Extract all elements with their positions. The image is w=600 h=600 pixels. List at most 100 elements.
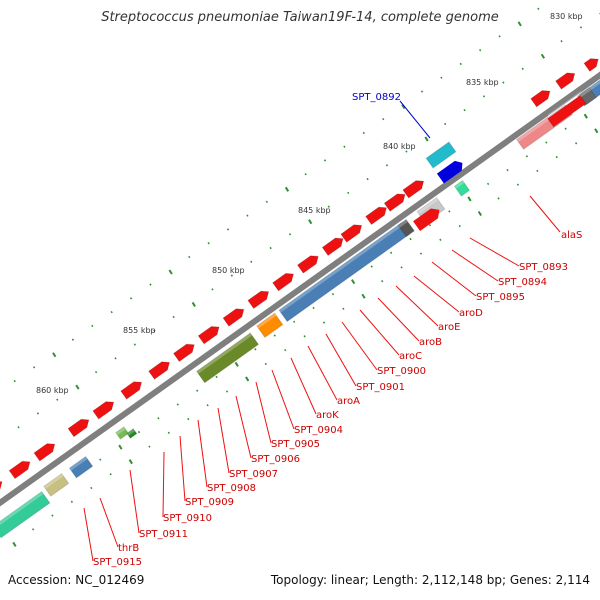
gene-block-top (279, 223, 403, 313)
gene-arrow-top (365, 202, 380, 217)
tick-mark (245, 376, 250, 382)
leader-line (359, 309, 400, 356)
gene-label-arok[interactable]: aroK (316, 410, 339, 421)
gene-label-spt0900[interactable]: SPT_0900 (377, 366, 426, 377)
tick-mark (303, 335, 306, 338)
gene-label-spt0904[interactable]: SPT_0904 (294, 425, 343, 436)
gene-arrow-top (198, 322, 212, 336)
gene-feature (0, 480, 3, 500)
tick-mark (246, 214, 249, 217)
gene-feature (583, 54, 599, 73)
gene-label-spt0892[interactable]: SPT_0892 (352, 92, 401, 103)
gene-arrow (222, 308, 245, 327)
tick-mark (537, 7, 540, 10)
gene-label-spt0911[interactable]: SPT_0911 (139, 529, 188, 540)
gene-arrow (402, 180, 425, 199)
tick-mark (56, 398, 59, 401)
gene-block-top (256, 313, 277, 329)
gene-arrow-top (297, 251, 312, 266)
leader-line (395, 285, 439, 327)
gene-feature (120, 377, 143, 400)
gene-label-spt0910[interactable]: SPT_0910 (163, 513, 212, 524)
leader-line (271, 369, 295, 430)
gene-label-aroe[interactable]: aroE (438, 322, 460, 333)
gene-label-spt0908[interactable]: SPT_0908 (207, 483, 256, 494)
gene-label-spt0905[interactable]: SPT_0905 (271, 439, 320, 450)
gene-label-thrb[interactable]: thrB (118, 543, 139, 554)
tick-mark (327, 205, 330, 208)
tick-mark (502, 81, 505, 84)
tick-mark (188, 255, 191, 259)
gene-label-aroa[interactable]: aroA (337, 396, 360, 407)
leader-line (451, 249, 499, 282)
gene-arrow (583, 58, 599, 73)
gene-arrow-top (223, 304, 237, 319)
tick-mark (347, 191, 350, 195)
gene-arrow-top (92, 397, 107, 411)
tick-mark (486, 182, 490, 186)
gene-feature (33, 439, 56, 462)
gene-label-spt0907[interactable]: SPT_0907 (229, 469, 278, 480)
gene-arrow-top (148, 357, 163, 372)
tick-mark (385, 164, 389, 167)
tick-mark (168, 269, 173, 275)
tick-mark (560, 40, 563, 43)
tick-mark (497, 197, 500, 200)
leader-line (469, 237, 520, 267)
tick-mark (545, 141, 548, 144)
gene-block-top (398, 219, 408, 228)
gene-label-alas[interactable]: alaS (561, 230, 582, 241)
gene-feature (68, 455, 94, 479)
tick-mark (439, 238, 442, 241)
gene-label-spt0915[interactable]: SPT_0915 (93, 557, 142, 568)
tick-mark (207, 242, 210, 245)
gene-feature (397, 218, 415, 238)
gene-label-arob[interactable]: aroB (419, 337, 442, 348)
tick-mark (458, 224, 461, 228)
leader-line (325, 333, 357, 387)
tick-mark (215, 375, 218, 379)
tick-mark (269, 246, 272, 250)
tick-mark (250, 260, 253, 263)
gene-label-spt0906[interactable]: SPT_0906 (251, 454, 300, 465)
gene-feature (195, 332, 260, 384)
genome-summary-text: Topology: linear; Length: 2,112,148 bp; … (270, 573, 590, 587)
gene-arrow (364, 206, 388, 226)
gene-arrow-top (340, 220, 355, 235)
tick-mark (362, 131, 365, 135)
tick-mark (118, 444, 123, 450)
tick-mark (254, 348, 257, 351)
tick-mark (52, 352, 57, 358)
tick-mark (114, 357, 117, 360)
tick-mark (32, 366, 36, 369)
gene-feature (296, 251, 319, 274)
tick-mark (90, 486, 93, 490)
gene-feature (126, 428, 138, 439)
tick-mark (75, 384, 80, 390)
leader-line (217, 407, 230, 474)
tick-mark (506, 168, 509, 172)
gene-label-spt0894[interactable]: SPT_0894 (498, 277, 547, 288)
gene-block-top (115, 426, 126, 436)
gene-label-spt0909[interactable]: SPT_0909 (185, 497, 234, 508)
gene-block (425, 141, 457, 169)
tick-mark (196, 389, 199, 392)
leader-line (179, 435, 186, 502)
tick-mark (13, 379, 16, 383)
tick-mark (564, 127, 567, 130)
gene-arrow-top (33, 439, 48, 453)
gene-label-spt0901[interactable]: SPT_0901 (356, 382, 405, 393)
tick-mark (498, 35, 501, 38)
tick-mark (390, 251, 393, 254)
gene-label-aroc[interactable]: aroC (399, 351, 422, 362)
tick-mark (575, 142, 578, 145)
gene-label-arod[interactable]: aroD (459, 308, 483, 319)
tick-mark (331, 293, 335, 296)
gene-arrow (197, 325, 220, 345)
gene-label-spt0895[interactable]: SPT_0895 (476, 292, 525, 303)
tick-mark (211, 288, 214, 291)
tick-mark (424, 136, 429, 142)
leader-line (307, 345, 338, 401)
genome-title: Streptococcus pneumoniae Taiwan19F-14, c… (101, 10, 499, 25)
gene-label-spt0893[interactable]: SPT_0893 (519, 262, 568, 273)
